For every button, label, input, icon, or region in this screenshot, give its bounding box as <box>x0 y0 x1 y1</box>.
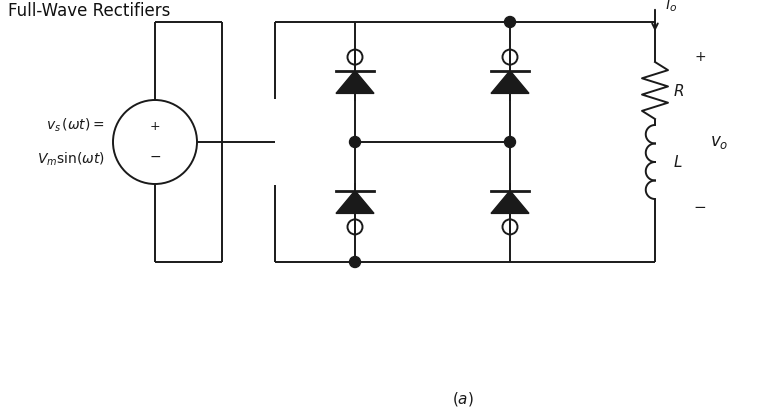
Circle shape <box>349 136 361 148</box>
Circle shape <box>504 17 515 28</box>
Text: $v_o$: $v_o$ <box>710 133 729 151</box>
Text: +: + <box>695 50 706 64</box>
Text: +: + <box>150 121 161 133</box>
Text: −: − <box>694 199 706 214</box>
Text: $L$: $L$ <box>673 154 683 170</box>
Text: −: − <box>149 150 161 164</box>
Polygon shape <box>336 70 374 93</box>
Text: $R$: $R$ <box>673 83 684 98</box>
Circle shape <box>504 136 515 148</box>
Circle shape <box>349 256 361 267</box>
Text: $V_m\sin(\omega t)$: $V_m\sin(\omega t)$ <box>37 150 105 168</box>
Polygon shape <box>491 70 529 93</box>
Text: Full-Wave Rectifiers: Full-Wave Rectifiers <box>8 2 171 20</box>
Polygon shape <box>336 191 374 214</box>
Text: $v_s\,(\omega t) =$: $v_s\,(\omega t) =$ <box>47 116 105 134</box>
Text: $i_o$: $i_o$ <box>665 0 677 14</box>
Text: $(a)$: $(a)$ <box>452 390 473 408</box>
Polygon shape <box>491 191 529 214</box>
